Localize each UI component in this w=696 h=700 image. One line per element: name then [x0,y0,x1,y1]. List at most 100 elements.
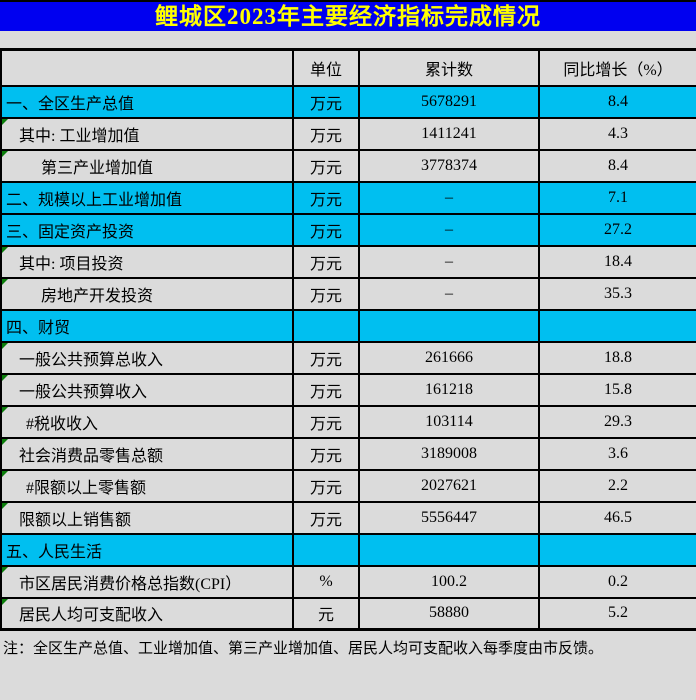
cell-indicator[interactable]: 二、规模以上工业增加值 [0,180,294,215]
cell-unit[interactable] [292,308,360,343]
table-row: 市区居民消费价格总指数(CPI）% 100.2 0.2 [0,564,696,599]
header-growth[interactable]: 同比增长（%） [538,48,696,87]
cell-unit[interactable]: % [292,564,360,599]
cell-indicator[interactable]: 限额以上销售额 [0,500,294,535]
header-indicator[interactable] [0,48,294,87]
table-row: 一般公共预算总收入 万元 261666 18.8 [0,340,696,375]
cell-value[interactable]: 5556447 [358,500,540,535]
cell-indicator[interactable]: 社会消费品零售总额 [0,436,294,471]
cell-growth[interactable]: 29.3 [538,404,696,439]
indicator-label: #限额以上零售额 [26,479,147,497]
cell-flag-triangle-icon [3,279,8,285]
cell-flag-triangle-icon [3,471,8,477]
cell-indicator[interactable]: 三、固定资产投资 [0,212,294,247]
cell-growth[interactable]: 3.6 [538,436,696,471]
indicator-label: 第三产业增加值 [41,159,154,177]
cell-value[interactable]: – [358,180,540,215]
cell-value[interactable]: 58880 [358,596,540,631]
cell-growth[interactable] [538,308,696,343]
cell-growth[interactable]: 4.3 [538,116,696,151]
cell-value[interactable]: 261666 [358,340,540,375]
cell-unit[interactable]: 万元 [292,180,360,215]
cell-growth[interactable]: 46.5 [538,500,696,535]
table-row: 一、全区生产总值 万元 5678291 8.4 [0,84,696,119]
header-row: 单位 累计数 同比增长（%） [0,48,696,87]
cell-value[interactable]: 161218 [358,372,540,407]
indicator-label: 一般公共预算总收入 [19,351,164,369]
cell-growth[interactable]: 35.3 [538,276,696,311]
cell-growth[interactable]: 5.2 [538,596,696,631]
cell-flag-triangle-icon [3,599,8,605]
cell-growth[interactable]: 0.2 [538,564,696,599]
cell-growth[interactable]: 18.8 [538,340,696,375]
cell-value[interactable]: 1411241 [358,116,540,151]
cell-growth[interactable] [538,532,696,567]
cell-unit[interactable]: 元 [292,596,360,631]
cell-indicator[interactable]: 五、人民生活 [0,532,294,567]
cell-value[interactable]: 103114 [358,404,540,439]
header-value[interactable]: 累计数 [358,48,540,87]
cell-indicator[interactable]: 第三产业增加值 [0,148,294,183]
cell-unit[interactable]: 万元 [292,500,360,535]
cell-flag-triangle-icon [3,247,8,253]
cell-growth[interactable]: 8.4 [538,148,696,183]
cell-unit[interactable]: 万元 [292,372,360,407]
cell-growth[interactable]: 15.8 [538,372,696,407]
cell-growth[interactable]: 8.4 [538,84,696,119]
cell-value[interactable]: 3778374 [358,148,540,183]
cell-unit[interactable]: 万元 [292,84,360,119]
cell-unit[interactable]: 万元 [292,436,360,471]
table-row: 其中: 项目投资 万元 –18.4 [0,244,696,279]
cell-value[interactable] [358,532,540,567]
cell-value[interactable]: – [358,212,540,247]
cell-unit[interactable]: 万元 [292,244,360,279]
cell-flag-triangle-icon [3,439,8,445]
indicator-label: 二、规模以上工业增加值 [6,191,183,209]
indicator-label: 一般公共预算收入 [19,383,148,401]
cell-indicator[interactable]: 一、全区生产总值 [0,84,294,119]
cell-unit[interactable]: 万元 [292,404,360,439]
indicator-label: 限额以上销售额 [19,511,132,529]
cell-value[interactable]: 100.2 [358,564,540,599]
cell-indicator[interactable]: #税收收入 [0,404,294,439]
cell-indicator[interactable]: 一般公共预算收入 [0,372,294,407]
cell-growth[interactable]: 2.2 [538,468,696,503]
cell-unit[interactable]: 万元 [292,212,360,247]
indicator-label: 社会消费品零售总额 [19,447,164,465]
cell-unit[interactable]: 万元 [292,116,360,151]
spreadsheet-page: 鲤城区2023年主要经济指标完成情况 单位 累计数 同比增长（%） 一、全区生产… [0,0,696,657]
cell-growth[interactable]: 18.4 [538,244,696,279]
cell-indicator[interactable]: 其中: 项目投资 [0,244,294,279]
cell-unit[interactable] [292,532,360,567]
cell-flag-triangle-icon [3,151,8,157]
cell-unit[interactable]: 万元 [292,276,360,311]
title-bar[interactable]: 鲤城区2023年主要经济指标完成情况 [0,0,696,31]
cell-indicator[interactable]: 房地产开发投资 [0,276,294,311]
cell-value[interactable]: 2027621 [358,468,540,503]
title-gap [0,31,696,48]
cell-unit[interactable]: 万元 [292,340,360,375]
cell-flag-triangle-icon [3,375,8,381]
cell-indicator[interactable]: 市区居民消费价格总指数(CPI） [0,564,294,599]
indicator-label: 房地产开发投资 [41,287,154,305]
indicator-label: 市区居民消费价格总指数(CPI） [19,575,242,593]
cell-indicator[interactable]: #限额以上零售额 [0,468,294,503]
indicator-label: 五、人民生活 [6,543,103,561]
header-unit[interactable]: 单位 [292,48,360,87]
cell-indicator[interactable]: 四、财贸 [0,308,294,343]
cell-value[interactable]: – [358,276,540,311]
cell-value[interactable] [358,308,540,343]
cell-indicator[interactable]: 居民人均可支配收入 [0,596,294,631]
cell-flag-triangle-icon [3,343,8,349]
cell-indicator[interactable]: 一般公共预算总收入 [0,340,294,375]
cell-value[interactable]: 5678291 [358,84,540,119]
cell-growth[interactable]: 7.1 [538,180,696,215]
cell-indicator[interactable]: 其中: 工业增加值 [0,116,294,151]
cell-unit[interactable]: 万元 [292,148,360,183]
table-row: 房地产开发投资 万元 –35.3 [0,276,696,311]
cell-value[interactable]: 3189008 [358,436,540,471]
footnote[interactable]: 注：全区生产总值、工业增加值、第三产业增加值、居民人均可支配收入每季度由市反馈。 [3,641,604,657]
cell-value[interactable]: – [358,244,540,279]
cell-growth[interactable]: 27.2 [538,212,696,247]
cell-unit[interactable]: 万元 [292,468,360,503]
